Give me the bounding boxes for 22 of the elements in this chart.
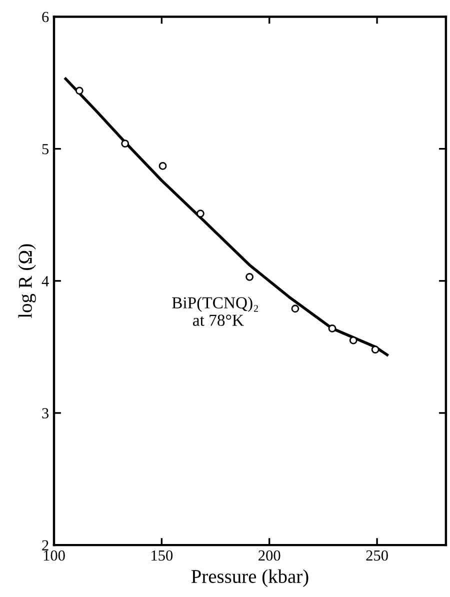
y-tick-label: 2 bbox=[42, 540, 48, 550]
y-tick-label: 6 bbox=[42, 12, 49, 22]
point bbox=[121, 140, 130, 148]
point bbox=[158, 162, 167, 170]
annotation: BiP(TCNQ)₂ at 78°K bbox=[172, 296, 258, 326]
point bbox=[371, 346, 380, 354]
x-tick-label: 200 bbox=[258, 550, 280, 561]
line-series bbox=[64, 77, 389, 356]
x-tick-label: 100 bbox=[44, 550, 65, 561]
y-axis-title: log R (Ω) bbox=[18, 244, 36, 318]
point bbox=[291, 304, 300, 313]
x-axis-title: Pressure (kbar) bbox=[191, 569, 308, 587]
x-tick-label: 250 bbox=[366, 550, 388, 561]
y-tick-label: 4 bbox=[42, 276, 49, 286]
x-tick-label: 150 bbox=[152, 550, 173, 561]
point bbox=[196, 210, 204, 218]
y-tick-label: 5 bbox=[42, 144, 49, 154]
y-tick-label: 3 bbox=[42, 408, 49, 418]
point bbox=[328, 324, 336, 332]
point bbox=[75, 86, 84, 95]
point bbox=[246, 272, 254, 281]
point bbox=[349, 336, 358, 344]
